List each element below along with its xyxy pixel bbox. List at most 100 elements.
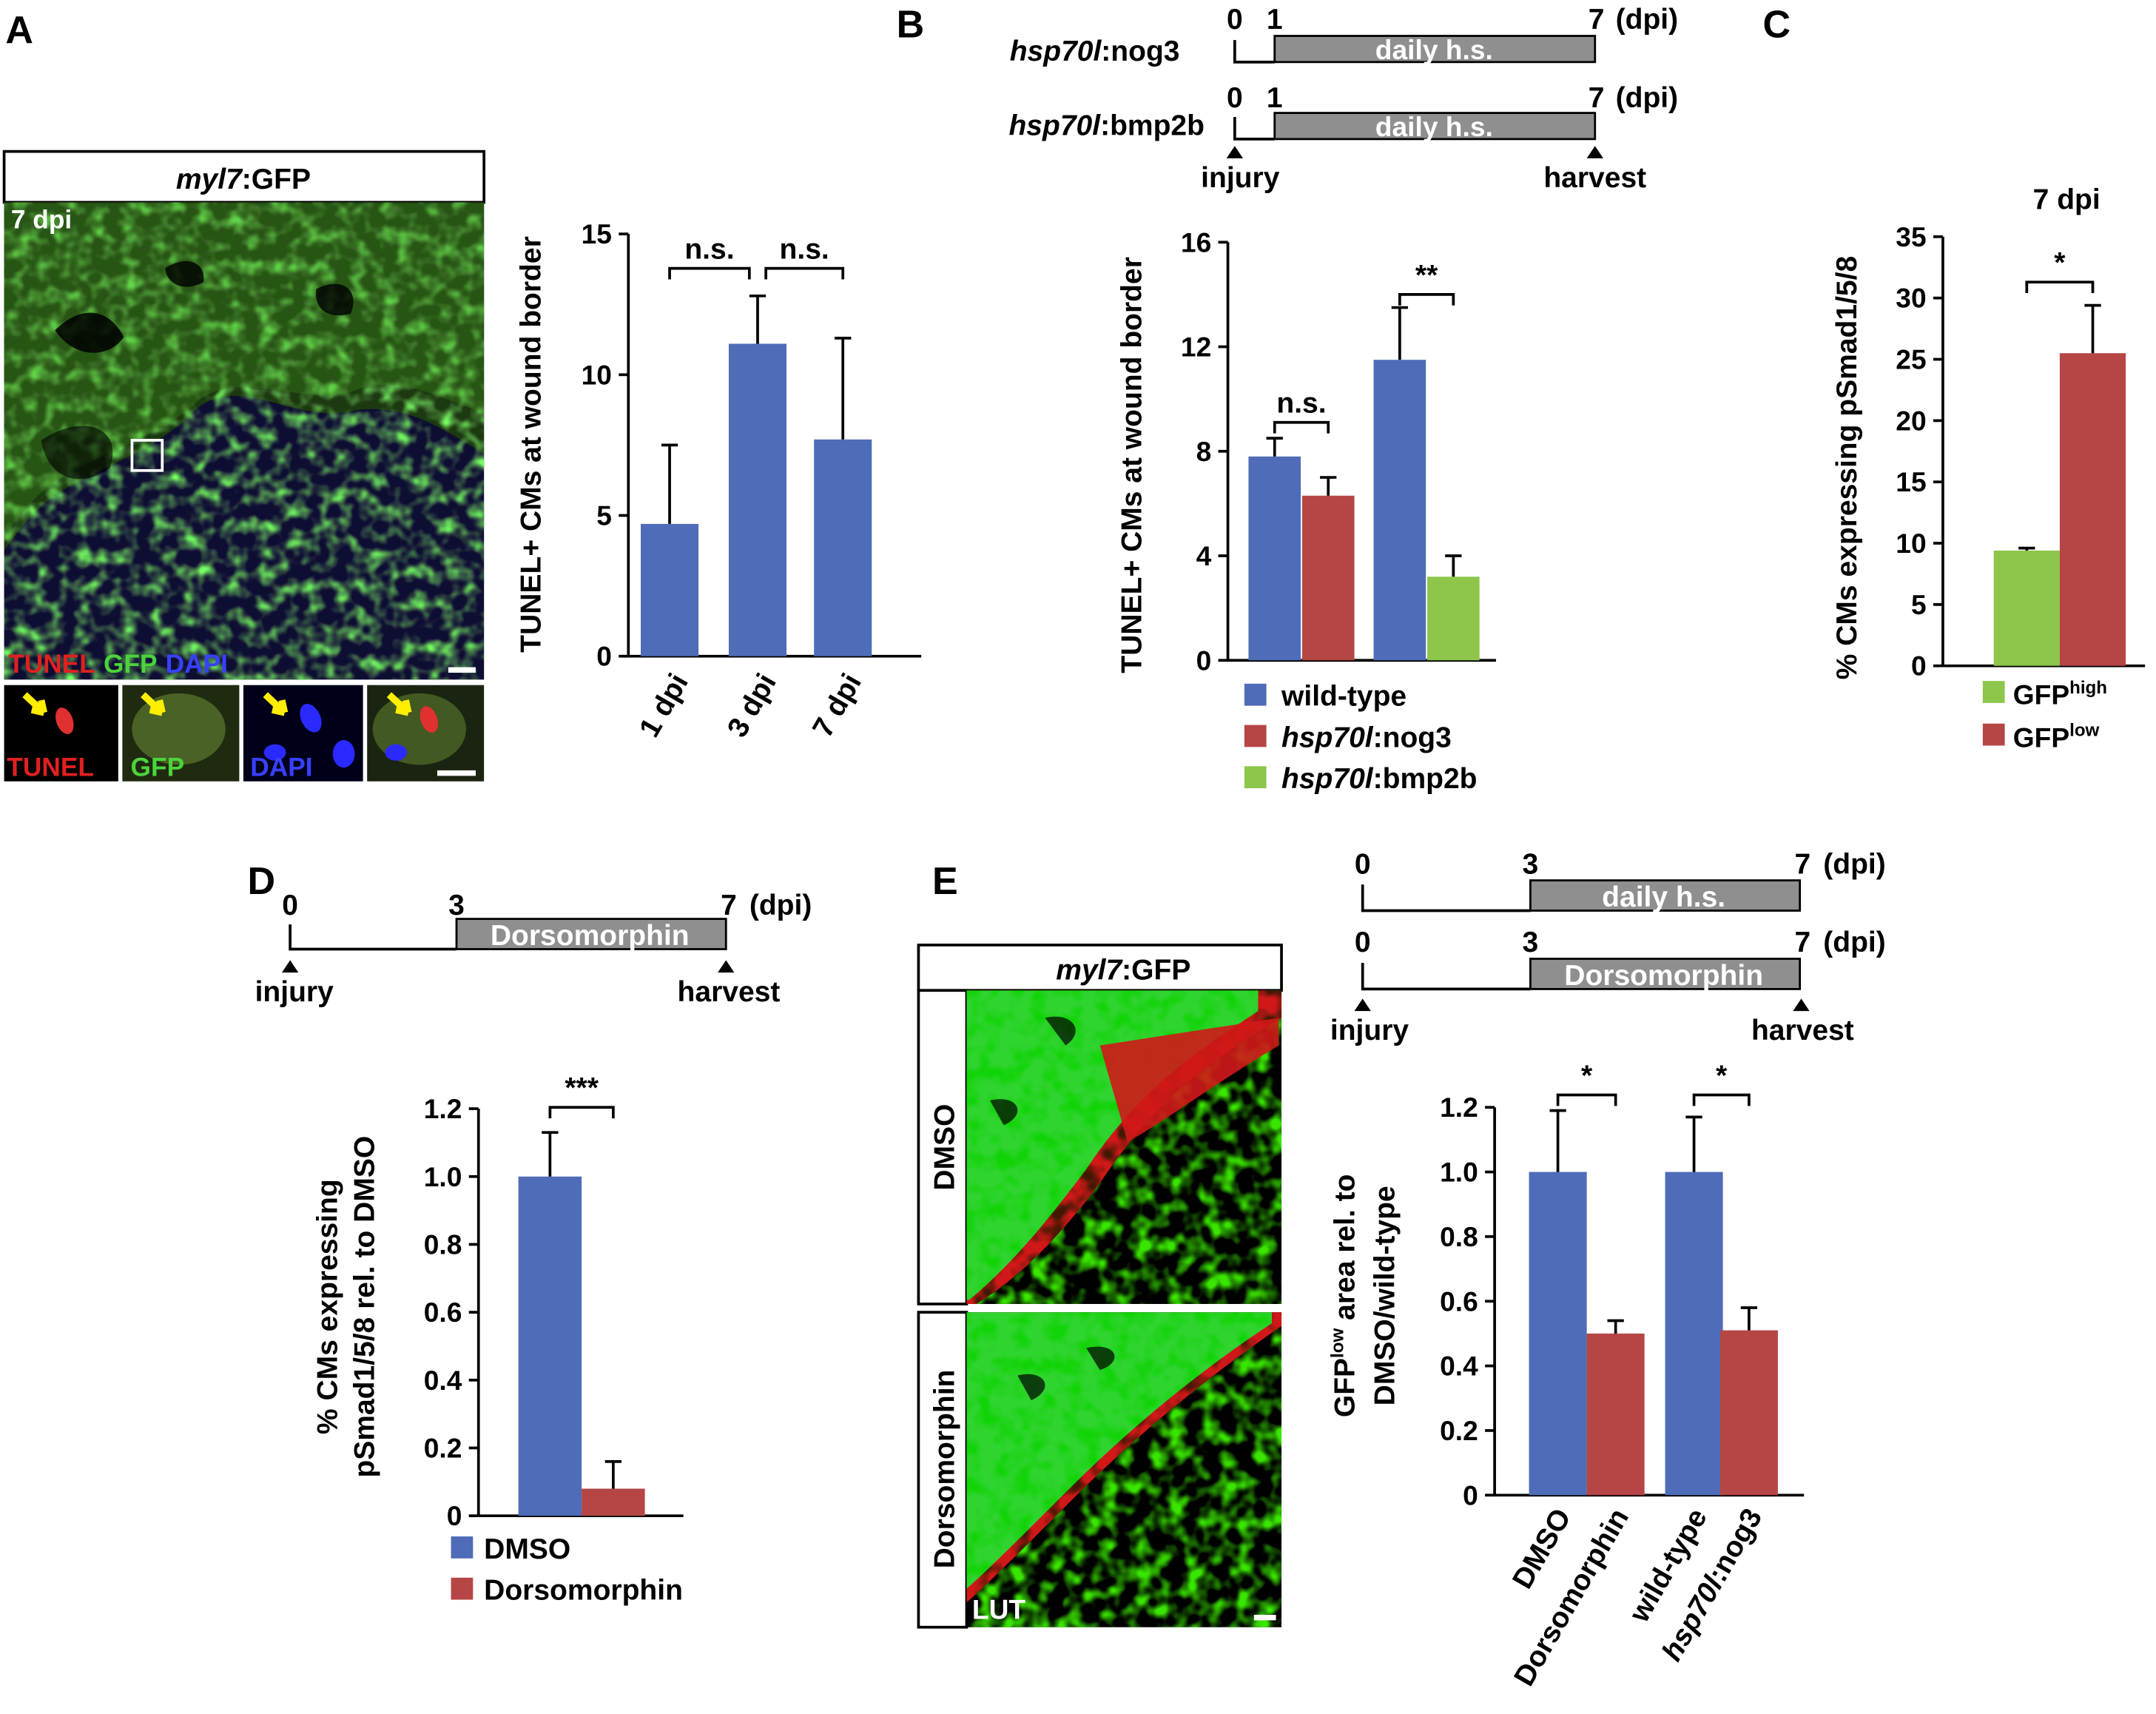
bar-a-0: [641, 523, 699, 656]
timeline-b1-treatment: daily h.s.: [1375, 34, 1493, 65]
bar-b-1-0: [1373, 360, 1426, 661]
timeline-b2-start: 0: [1227, 82, 1243, 114]
bar-d-1: [582, 1488, 645, 1516]
micrograph-e-title: myl7:GFP: [1056, 954, 1190, 986]
timeline-e2-unit: (dpi): [1823, 927, 1886, 958]
timeline-e2-start: 0: [1355, 927, 1371, 958]
bracket-d-1: [548, 1106, 615, 1119]
chart-a: 0 5 10 15 n.s. n.s. 1 dpi 3 dpi 7 dpi TUNEL+ CMs …: [515, 218, 922, 742]
timeline-d-treat-start: 3: [448, 890, 465, 921]
bar-e-1-0: [1665, 1172, 1723, 1496]
micrograph-e-row2-label: Dorsomorphin: [929, 1370, 961, 1569]
micrograph-a-timepoint: 7 dpi: [11, 206, 72, 235]
bracket-a-1-label: n.s.: [684, 234, 734, 266]
bar-b-0-1: [1301, 495, 1355, 661]
legend-b-label-3: hsp70l:bmp2b: [1281, 763, 1478, 795]
timeline-d-bar: [455, 918, 727, 950]
timeline-d-harvest: harvest: [678, 976, 781, 1008]
legend-c-label-1: GFPhigh: [2013, 678, 2107, 710]
chart-d-ylabel-1: % CMs expressing: [311, 1179, 343, 1434]
harvest-arrow-b: [1586, 146, 1603, 158]
inset-merge: [367, 685, 485, 782]
legend-b: wild-type hsp70l:nog3 hsp70l:bmp2b: [1244, 681, 1478, 795]
panel-letter-c: C: [1762, 3, 1791, 46]
bar-b-0-0: [1248, 456, 1301, 661]
chart-e-ylabel-1: GFPlow area rel. to: [1328, 1174, 1361, 1418]
chart-d: 0 0.2 0.4 0.6 0.8 1.0 1.2 *** % CMs expressing pS…: [311, 1072, 684, 1531]
inset-label-tunel: TUNEL: [7, 753, 94, 782]
chart-c-ytick-label: 25: [1896, 344, 1926, 375]
timeline-e1-treat-start: 3: [1523, 848, 1539, 880]
bar-a-1: [728, 343, 787, 656]
panel-letter-b: B: [897, 3, 925, 46]
bracket-e-1: [1556, 1093, 1617, 1106]
timeline-b1-start: 0: [1227, 4, 1243, 36]
micrograph-e-lut: LUT: [972, 1594, 1026, 1625]
bracket-d-1-label: ***: [565, 1072, 599, 1104]
bracket-a-1: [668, 266, 751, 280]
chart-e-ytick-label: 1.2: [1440, 1092, 1478, 1123]
micrograph-a-title: myl7:GFP: [176, 164, 311, 195]
scale-bar-inset: [437, 770, 476, 776]
bar-c-0: [1993, 550, 2060, 666]
timeline-e1-unit: (dpi): [1823, 848, 1886, 880]
bracket-c-1-label: *: [2054, 247, 2066, 279]
bar-e-0-0: [1529, 1172, 1587, 1496]
chart-d-ytick-label: 1.0: [424, 1161, 462, 1192]
chart-d-ytick-label: 0.8: [424, 1229, 462, 1260]
micrograph-e-row1-label: DMSO: [929, 1104, 961, 1191]
panel-e-timelines: 0 3 7 (dpi) daily h.s. 0 3 7 (dpi) Dorso…: [1330, 848, 1886, 1046]
chart-a-xtick-label: 3 dpi: [721, 668, 783, 742]
chart-e-ytick-label: 0.8: [1440, 1221, 1478, 1252]
bracket-b-2-label: **: [1415, 260, 1438, 292]
timeline-e2-treatment: Dorsomorphin: [1564, 960, 1763, 992]
panel-d-timeline: 0 3 7 (dpi) Dorsomorphin injury harvest: [255, 890, 812, 1008]
timeline-e2-end: 7: [1795, 927, 1811, 958]
scale-bar-e: [1253, 1614, 1276, 1621]
chart-b: 0 4 8 12 16 n.s. ** TUNEL+ CMs at wound border: [1116, 226, 1496, 676]
chart-a-xtick-label: 1 dpi: [633, 668, 695, 742]
timeline-b1-end: 7: [1589, 4, 1605, 36]
chart-e-ytick-label: 1.0: [1440, 1157, 1478, 1188]
chart-e-ylabel-2: DMSO/wild-type: [1369, 1186, 1401, 1405]
panel-b-timelines: hsp70l:nog3 0 1 7 (dpi) daily h.s. hsp70…: [1008, 4, 1678, 194]
chart-e-ytick-label: 0.6: [1440, 1286, 1478, 1317]
chart-b-ytick-label: 4: [1196, 540, 1212, 571]
panel-a-micrograph: myl7:GFP 7 dpi TUNEL GFP DAPI TUNEL GFP DA…: [2, 149, 486, 782]
timeline-e1-bar: [1529, 879, 1802, 912]
chart-c: 0 5 10 15 20 25 30 35 * % CMs expressing pSmad1/5…: [1831, 221, 2146, 682]
inset-tunel: TUNEL: [4, 685, 118, 782]
timeline-b2-treatment: daily h.s.: [1375, 111, 1493, 142]
legend-b-label-2: hsp70l:nog3: [1281, 722, 1452, 753]
timeline-b2-treat-start: 1: [1267, 82, 1283, 114]
timeline-e2-treat-start: 3: [1523, 927, 1539, 958]
scale-bar-a: [448, 667, 476, 673]
chart-b-ytick-label: 0: [1196, 645, 1212, 676]
timeline-e1-end: 7: [1795, 848, 1811, 880]
chart-c-ytick-label: 10: [1896, 528, 1926, 559]
legend-b-swatch-1: [1244, 683, 1267, 706]
panel-letter-a: A: [5, 9, 33, 52]
chart-c-ytick-label: 20: [1896, 405, 1926, 436]
legend-d: DMSO Dorsomorphin: [451, 1533, 683, 1607]
chart-c-ytick-label: 0: [1911, 651, 1927, 682]
panel-e-micrographs: myl7:GFP DMSO Dorsomorphin LUT: [917, 944, 1283, 1629]
bar-e-0-1: [1586, 1333, 1645, 1496]
chart-d-ytick-label: 0.6: [424, 1297, 462, 1328]
timeline-b1-treat-start: 1: [1267, 4, 1283, 36]
chart-b-ytick-label: 16: [1181, 226, 1211, 258]
inset-label-gfp: GFP: [131, 753, 185, 782]
timeline-d-treatment: Dorsomorphin: [491, 920, 690, 952]
bracket-c-1: [2025, 280, 2095, 294]
legend-b-label-1: wild-type: [1281, 681, 1407, 713]
bracket-b-1-label: n.s.: [1276, 388, 1326, 420]
timeline-e-harvest: harvest: [1751, 1015, 1854, 1046]
legend-b-swatch-2: [1244, 725, 1267, 747]
panel-letter-d: D: [248, 860, 276, 903]
bracket-e-2: [1692, 1093, 1751, 1106]
chart-a-ytick-label: 15: [582, 218, 612, 249]
bar-e-1-1: [1719, 1330, 1778, 1496]
chart-c-ytick-label: 15: [1896, 466, 1926, 497]
chart-d-ytick-label: 0.4: [424, 1365, 462, 1396]
legend-b-swatch-3: [1244, 766, 1267, 789]
